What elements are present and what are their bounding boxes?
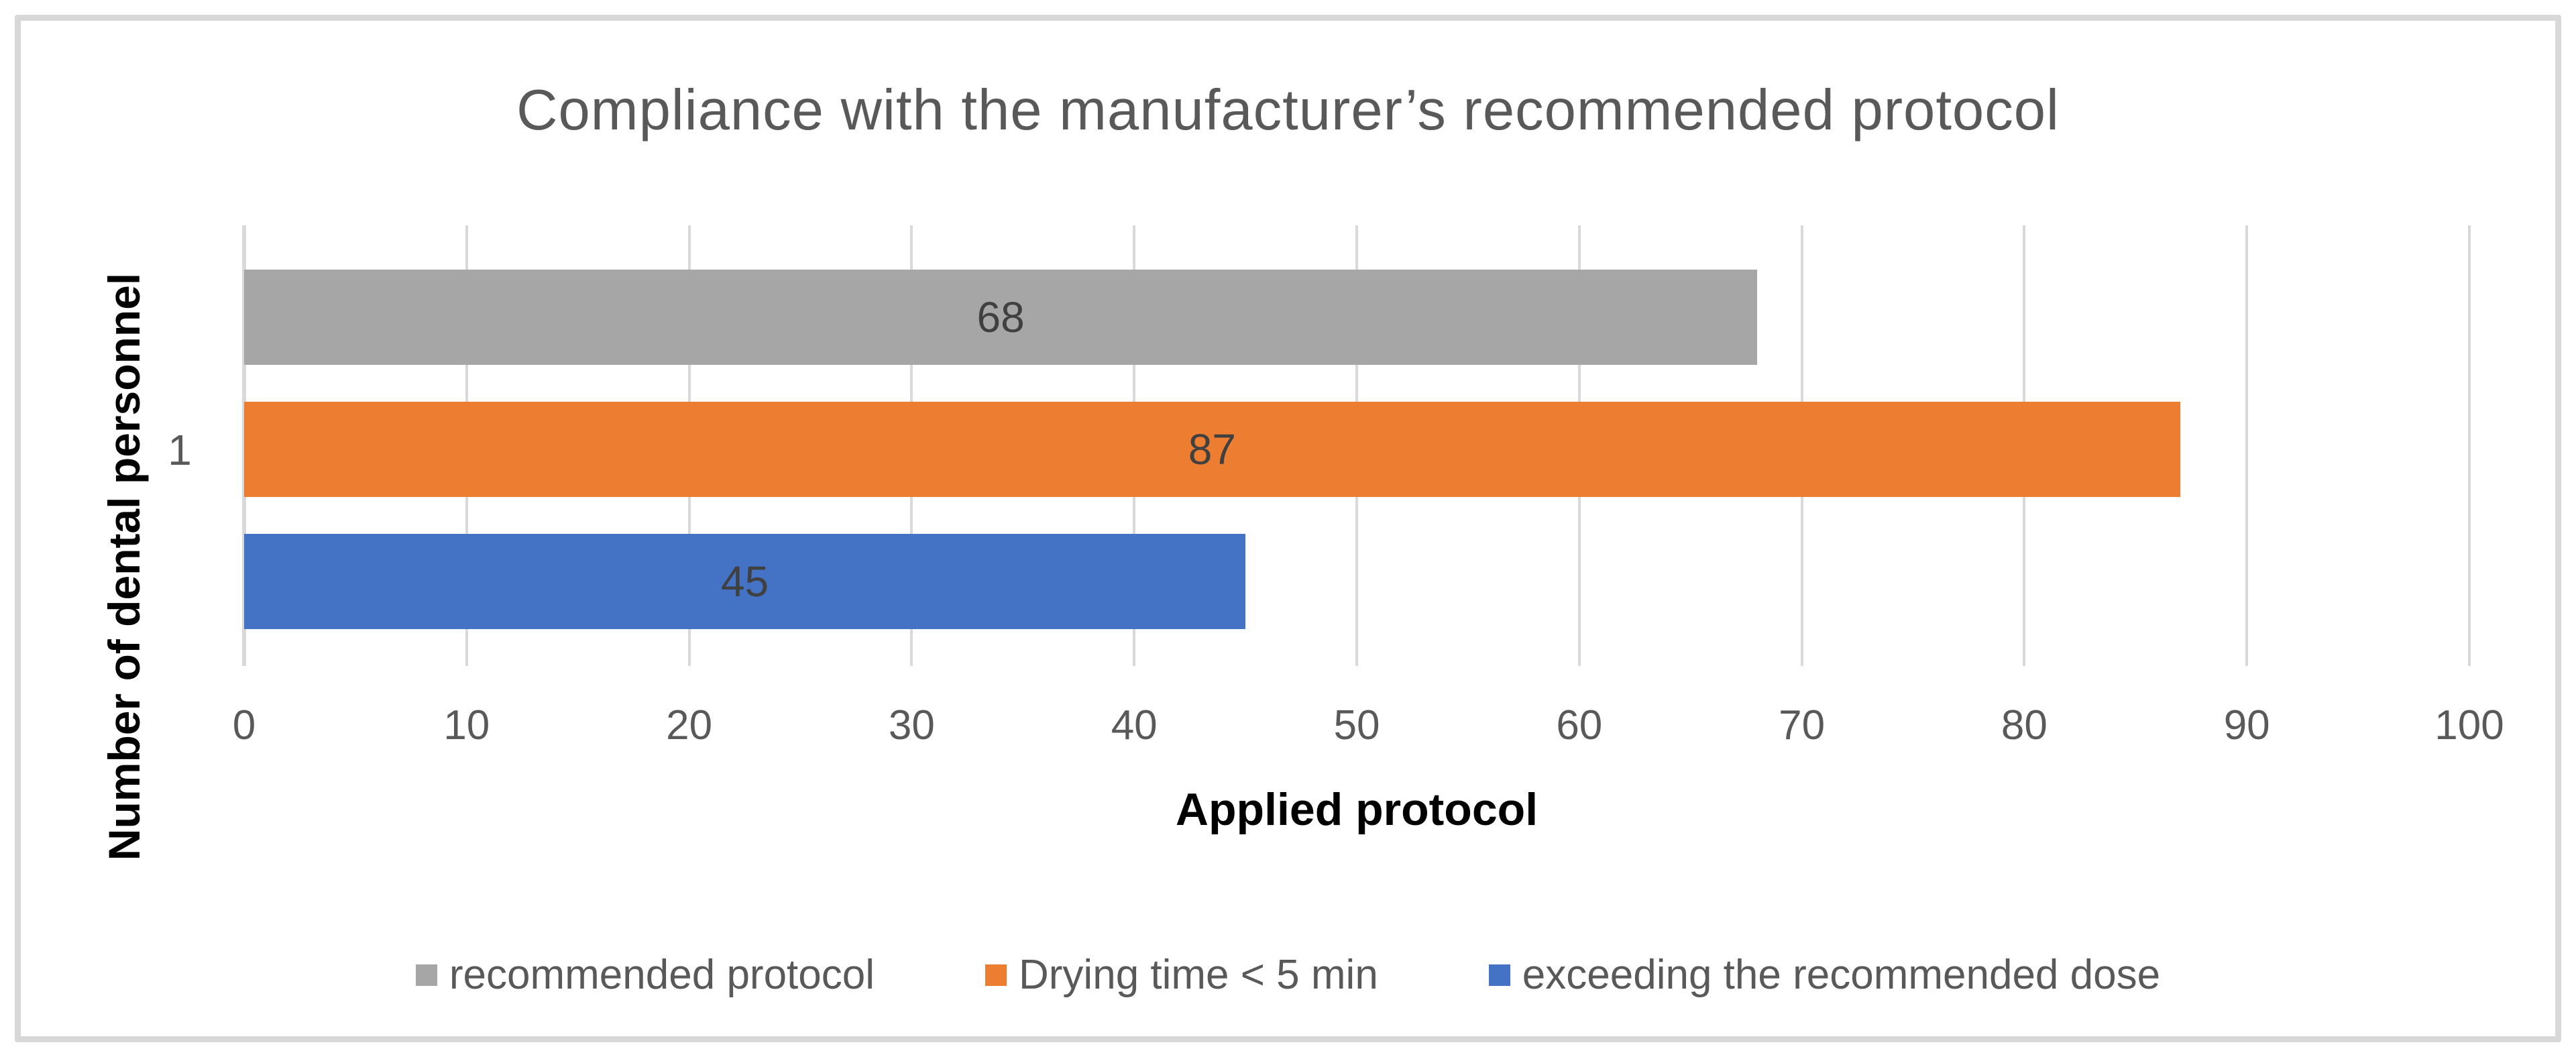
legend-marker-icon (1488, 964, 1510, 986)
y-category-label: 1 (168, 426, 192, 474)
x-tick-label-0: 0 (232, 702, 256, 748)
gridline-90 (2245, 225, 2249, 666)
x-tick-label-40: 40 (1111, 702, 1158, 748)
chart-title: Compliance with the manufacturer’s recom… (516, 78, 2060, 142)
legend-label: Drying time < 5 min (1019, 952, 1378, 998)
x-tick-label-50: 50 (1333, 702, 1380, 748)
bar-value-label: 68 (976, 293, 1025, 341)
x-tick-label-70: 70 (1779, 702, 1826, 748)
legend-item-drying-time-5-min: Drying time < 5 min (985, 951, 1378, 999)
x-tick-label-60: 60 (1556, 702, 1603, 748)
legend-label: exceeding the recommended dose (1522, 952, 2161, 998)
y-axis-title: Number of dental personnel (99, 272, 149, 861)
legend-marker-icon (415, 964, 437, 986)
legend-label: recommended protocol (449, 952, 875, 998)
x-tick-label-100: 100 (2434, 702, 2504, 748)
bar-drying-time-5-min: 87 (244, 402, 2180, 497)
bar-value-label: 45 (720, 557, 769, 606)
x-tick-label-20: 20 (666, 702, 713, 748)
bar-value-label: 87 (1188, 425, 1236, 474)
x-tick-label-80: 80 (2001, 702, 2048, 748)
bar-recommended-protocol: 68 (244, 270, 1758, 365)
x-tick-label-30: 30 (888, 702, 935, 748)
x-axis-title: Applied protocol (1175, 784, 1538, 835)
legend-item-exceeding-the-recommended-dose: exceeding the recommended dose (1488, 951, 2161, 999)
gridline-100 (2468, 225, 2471, 666)
x-tick-label-90: 90 (2223, 702, 2270, 748)
bar-exceeding-the-recommended-dose: 45 (244, 534, 1246, 629)
x-tick-label-10: 10 (443, 702, 490, 748)
legend-item-recommended-protocol: recommended protocol (415, 951, 875, 999)
legend: recommended protocol Drying time < 5 min e… (0, 951, 2576, 999)
x-axis-ticks: 0 10 20 30 40 50 60 70 80 90 100 (233, 702, 2504, 755)
chart-frame (15, 15, 2561, 1042)
legend-marker-icon (985, 964, 1007, 986)
plot-area: 68 87 45 (242, 225, 2471, 666)
